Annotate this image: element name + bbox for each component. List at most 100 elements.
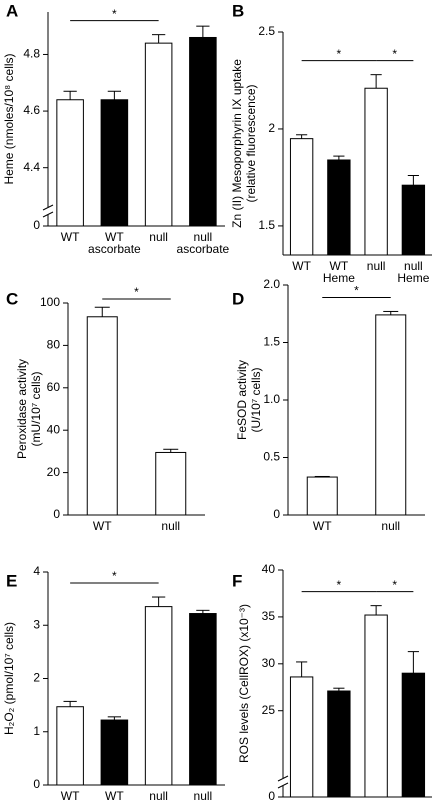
bar: [375, 314, 407, 516]
y-tick-label: 1: [33, 724, 40, 738]
y-tick-label: 4.4: [23, 160, 40, 174]
x-tick-label: WT: [105, 789, 124, 800]
y-tick-label: 0.5: [263, 450, 280, 464]
x-tick-label: null: [161, 519, 180, 533]
x-tick-label: WT: [105, 230, 124, 244]
bar: [189, 36, 217, 227]
significance-label: *: [134, 285, 139, 299]
bar: [56, 706, 84, 786]
y-tick-label: 0: [268, 789, 275, 800]
panel-letter: E: [6, 571, 17, 590]
significance-label: *: [112, 569, 117, 583]
y-tick-label: 0: [53, 507, 60, 521]
y-tick-label: 25: [262, 703, 276, 717]
x-tick-label: null: [149, 789, 168, 800]
panel-letter: D: [232, 289, 244, 308]
panel: D 0 0.5 1.0 1.5 2.0 FeSOD activity (U/10⁷ cells…: [232, 277, 425, 533]
x-tick-label: null: [381, 519, 400, 533]
x-tick-label: WT: [61, 230, 80, 244]
bar: [100, 99, 129, 227]
x-tick-label: ascorbate: [88, 242, 141, 256]
axis-break: [42, 204, 54, 211]
x-tick-label: null: [194, 230, 213, 244]
significance-label: *: [354, 284, 359, 298]
y-tick-label: 0: [273, 507, 280, 521]
axis-break: [277, 782, 289, 789]
y-axis-label: Heme (nmoles/10⁸ cells): [2, 53, 16, 184]
x-tick-label: ascorbate: [177, 242, 230, 256]
panel-letter: B: [232, 1, 244, 20]
bar: [86, 316, 118, 516]
y-axis-label: Peroxidase activity: [15, 359, 29, 459]
bar: [401, 672, 426, 798]
y-axis-label: (mU/10⁷ cells): [29, 371, 43, 446]
bar: [364, 614, 388, 798]
axis-break-gap: [279, 778, 287, 786]
panel: B 1.5 2 2.5 Zn (II) Mesoporphyrin IX uptake(…: [230, 1, 432, 285]
y-axis-label: ROS levels (CellROX) (x10⁻³): [237, 604, 251, 763]
x-tick-label: Heme: [397, 271, 429, 285]
bar: [189, 613, 217, 786]
bar: [401, 184, 426, 256]
bar: [327, 159, 351, 256]
y-axis-label: Zn (II) Mesoporphyrin IX uptake: [230, 59, 244, 228]
panel-letter: A: [6, 1, 18, 20]
axis-break: [42, 211, 54, 218]
significance-label: *: [392, 47, 397, 61]
significance-label: *: [337, 578, 342, 592]
bar: [56, 99, 84, 227]
bar: [327, 690, 351, 798]
axis-break: [277, 775, 289, 782]
x-tick-label: WT: [61, 789, 80, 800]
y-axis-label: H₂O₂ (pmol/10⁷ cells): [2, 622, 16, 735]
y-tick-label: 100: [40, 295, 60, 309]
x-tick-label: null: [404, 259, 423, 273]
y-tick-label: 30: [262, 656, 276, 670]
bar: [100, 719, 129, 786]
y-tick-label: 4.8: [23, 47, 40, 61]
x-tick-label: null: [149, 230, 168, 244]
y-axis-label: FeSOD activity: [235, 360, 249, 440]
x-tick-label: Heme: [323, 271, 355, 285]
y-tick-label: 2: [268, 121, 275, 135]
bar: [364, 87, 388, 256]
y-tick-label: 80: [47, 338, 61, 352]
y-axis-label: (relative fluorescence): [244, 84, 258, 202]
y-tick-label: 40: [47, 422, 61, 436]
y-tick-label: 1.5: [263, 335, 280, 349]
x-tick-label: WT: [330, 259, 349, 273]
panel: C 0 20 40 60 80 100 Peroxidase activity (mU/10⁷ …: [6, 285, 205, 533]
axis-break-gap: [44, 207, 52, 215]
y-tick-label: 3: [33, 617, 40, 631]
y-axis-label: (U/10⁷ cells): [249, 367, 263, 432]
y-tick-label: 35: [262, 609, 276, 623]
x-tick-label: WT: [93, 519, 112, 533]
panel-letter: C: [6, 289, 18, 308]
bar: [306, 476, 338, 516]
y-tick-label: 40: [262, 562, 276, 576]
significance-label: *: [337, 47, 342, 61]
y-tick-label: 2.0: [263, 277, 280, 291]
y-tick-label: 60: [47, 380, 61, 394]
y-tick-label: 20: [47, 465, 61, 479]
y-tick-label: 4: [33, 564, 40, 578]
bar: [289, 138, 314, 256]
x-tick-label: null: [194, 789, 213, 800]
y-tick-label: 1.0: [263, 392, 280, 406]
bar: [144, 606, 173, 786]
bar: [155, 451, 187, 516]
x-tick-label: WT: [313, 519, 332, 533]
y-tick-label: 2: [33, 671, 40, 685]
bar: [289, 676, 314, 798]
y-tick-label: 4.6: [23, 103, 40, 117]
significance-label: *: [112, 7, 117, 21]
y-tick-label: 1.5: [258, 218, 275, 232]
y-tick-label: 0: [33, 777, 40, 791]
panel-letter: F: [232, 571, 242, 590]
bar: [144, 42, 173, 227]
y-tick-label: 2.5: [258, 24, 275, 38]
